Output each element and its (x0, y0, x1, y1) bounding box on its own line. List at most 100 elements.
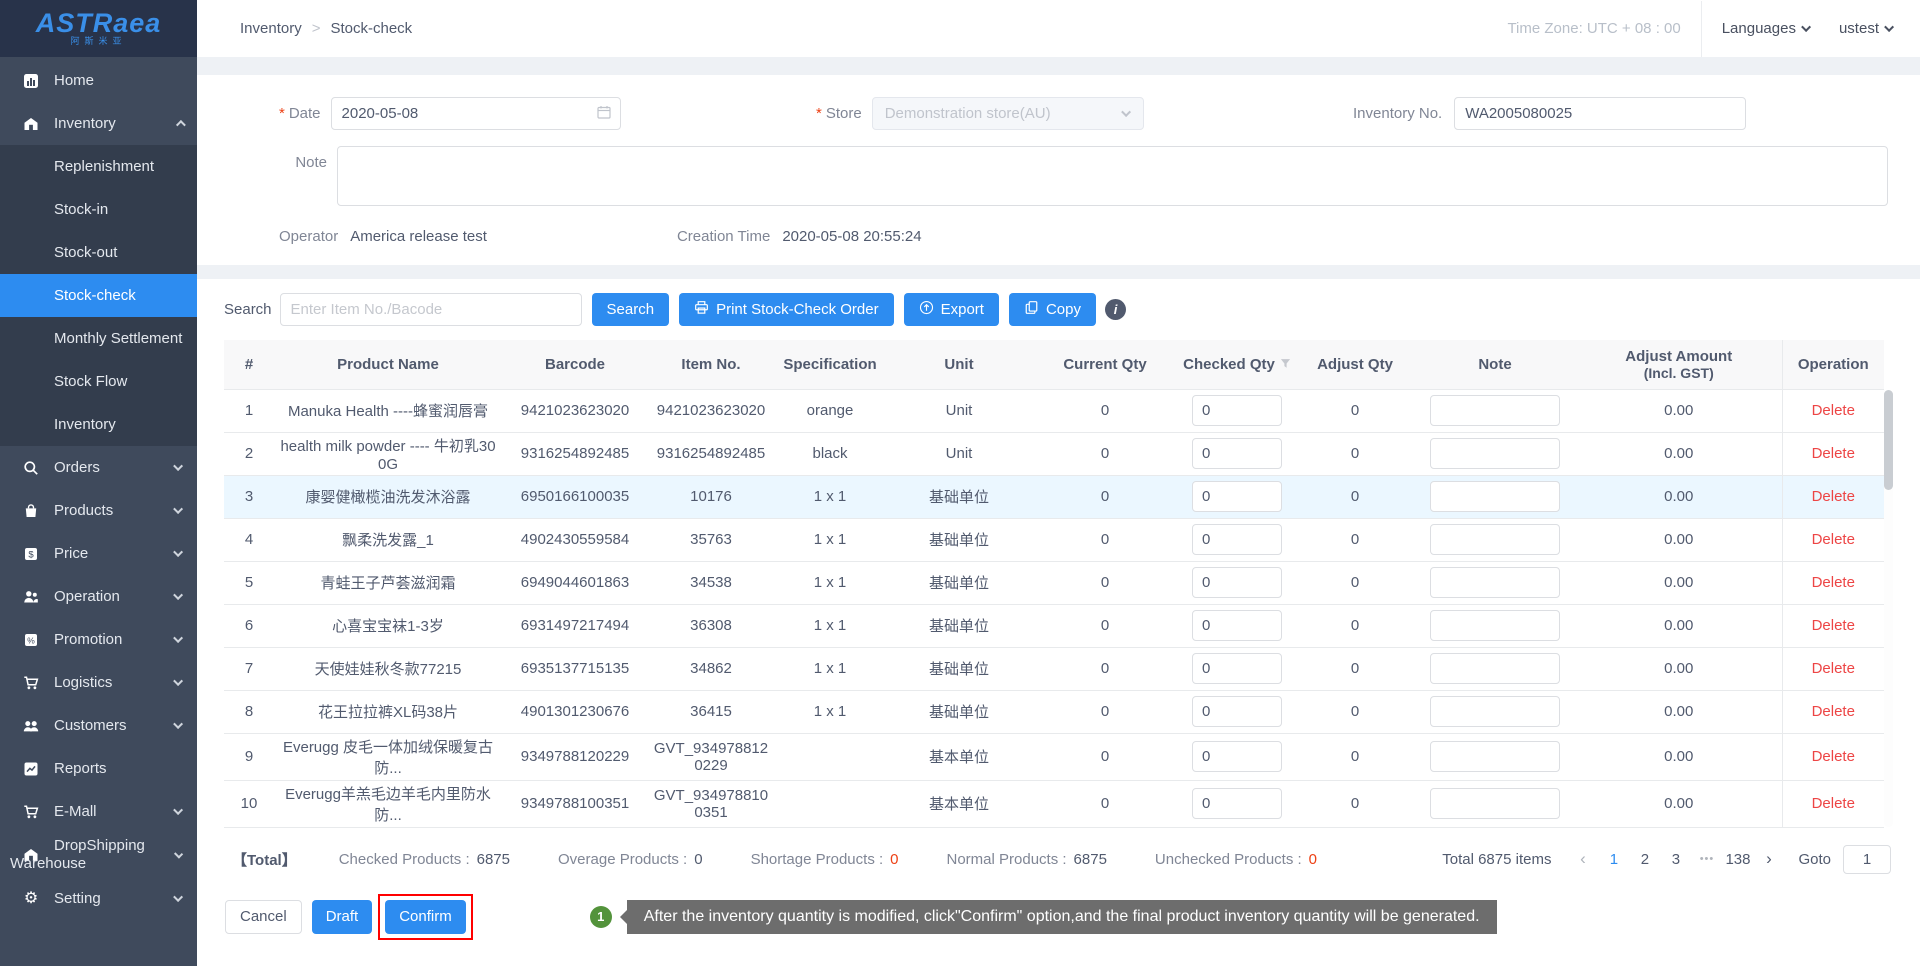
sidebar-item-label: E-Mall (10, 803, 97, 821)
draft-button[interactable]: Draft (312, 900, 373, 934)
row-note-input[interactable] (1430, 395, 1560, 426)
sidebar-item-inventory[interactable]: Inventory (0, 403, 197, 446)
sidebar-item-home[interactable]: Home (0, 59, 197, 102)
row-note-input[interactable] (1430, 788, 1560, 819)
goto-page-input[interactable] (1843, 845, 1891, 874)
prev-page-button[interactable]: ‹ (1569, 846, 1596, 873)
checked-qty-input[interactable] (1192, 653, 1282, 684)
delete-link[interactable]: Delete (1812, 617, 1855, 634)
row-note-input[interactable] (1430, 696, 1560, 727)
print-stock-check-order-button[interactable]: Print Stock-Check Order (679, 293, 894, 326)
brand-logo[interactable]: ASTRaea 阿斯米亚 (0, 0, 197, 57)
date-label: Date (289, 105, 321, 122)
search-button[interactable]: Search (592, 293, 670, 326)
row-note-input[interactable] (1430, 741, 1560, 772)
table-scrollbar-thumb[interactable] (1884, 390, 1893, 490)
delete-link[interactable]: Delete (1812, 748, 1855, 765)
column-header-adjust-qty: Adjust Qty (1296, 340, 1414, 389)
delete-link[interactable]: Delete (1812, 445, 1855, 462)
sidebar-item-stock-out[interactable]: Stock-out (0, 231, 197, 274)
calendar-icon[interactable] (597, 105, 611, 124)
cell-note (1414, 389, 1576, 432)
sidebar-item-stock-check[interactable]: Stock-check (0, 274, 197, 317)
user-menu[interactable]: ustest (1839, 20, 1894, 37)
checked-qty-input[interactable] (1192, 741, 1282, 772)
sidebar-item-stock-flow[interactable]: Stock Flow (0, 360, 197, 403)
sidebar-item-price[interactable]: $Price (0, 532, 197, 575)
inventory-no-input[interactable] (1454, 97, 1746, 130)
cancel-button[interactable]: Cancel (225, 900, 302, 934)
sidebar-item-replenishment[interactable]: Replenishment (0, 145, 197, 188)
search-input[interactable] (280, 293, 582, 326)
delete-link[interactable]: Delete (1812, 703, 1855, 720)
page-button-2[interactable]: 2 (1631, 846, 1658, 873)
row-note-input[interactable] (1430, 438, 1560, 469)
sidebar-item-label: Orders (10, 459, 100, 477)
delete-link[interactable]: Delete (1812, 402, 1855, 419)
sidebar-item-reports[interactable]: Reports (0, 747, 197, 790)
sidebar-item-dropshipping-warehouse[interactable]: DropShipping Warehouse (0, 833, 197, 877)
checked-qty-input[interactable] (1192, 696, 1282, 727)
confirm-button[interactable]: Confirm (385, 900, 466, 934)
filter-funnel-icon[interactable] (1280, 356, 1291, 373)
languages-label: Languages (1722, 20, 1796, 37)
sidebar-item-setting[interactable]: ⚙Setting (0, 877, 197, 920)
checked-qty-input[interactable] (1192, 524, 1282, 555)
sidebar-item-customers[interactable]: Customers (0, 704, 197, 747)
cell-note (1414, 733, 1576, 780)
checked-qty-input[interactable] (1192, 481, 1282, 512)
sidebar-item-inventory[interactable]: Inventory (0, 102, 197, 145)
breadcrumb-parent[interactable]: Inventory (240, 20, 302, 37)
sidebar-item-promotion[interactable]: %Promotion (0, 618, 197, 661)
row-note-input[interactable] (1430, 481, 1560, 512)
languages-menu[interactable]: Languages (1722, 20, 1811, 37)
delete-link[interactable]: Delete (1812, 531, 1855, 548)
column-header-checked-qty[interactable]: Checked Qty (1178, 340, 1296, 389)
cell-row-number: 6 (224, 604, 274, 647)
goto-label: Goto (1798, 851, 1831, 868)
info-icon[interactable]: i (1105, 299, 1126, 320)
checked-qty-input[interactable] (1192, 438, 1282, 469)
cell-row-number: 7 (224, 647, 274, 690)
sidebar-item-e-mall[interactable]: E-Mall (0, 790, 197, 833)
row-note-input[interactable] (1430, 653, 1560, 684)
sidebar-item-products[interactable]: Products (0, 489, 197, 532)
export-button[interactable]: Export (904, 293, 999, 326)
note-textarea[interactable] (337, 146, 1888, 206)
store-select[interactable]: Demonstration store(AU) (872, 97, 1144, 130)
sidebar-item-monthly-settlement[interactable]: Monthly Settlement (0, 317, 197, 360)
table-scrollbar[interactable] (1884, 390, 1893, 827)
search-label: Search (224, 301, 272, 318)
next-page-button[interactable]: › (1755, 846, 1782, 873)
checked-qty-input[interactable] (1192, 567, 1282, 598)
pagination-total: Total 6875 items (1442, 851, 1551, 868)
date-input[interactable] (331, 97, 621, 130)
row-note-input[interactable] (1430, 610, 1560, 641)
sidebar-item-logistics[interactable]: Logistics (0, 661, 197, 704)
brand-logo-subtext: 阿斯米亚 (70, 34, 126, 47)
page-button-3[interactable]: 3 (1662, 846, 1689, 873)
total-item-value: 0 (1309, 851, 1317, 868)
delete-link[interactable]: Delete (1812, 795, 1855, 812)
cell-adjust-qty: 0 (1296, 518, 1414, 561)
main-area: Inventory > Stock-check Time Zone: UTC +… (197, 0, 1920, 966)
cell-barcode: 6935137715135 (502, 647, 648, 690)
page-button-138[interactable]: 138 (1724, 846, 1751, 873)
sidebar-item-orders[interactable]: Orders (0, 446, 197, 489)
row-note-input[interactable] (1430, 567, 1560, 598)
cell-unit: 基础单位 (886, 475, 1032, 518)
sidebar-item-stock-in[interactable]: Stock-in (0, 188, 197, 231)
checked-qty-input[interactable] (1192, 395, 1282, 426)
cell-note (1414, 475, 1576, 518)
row-note-input[interactable] (1430, 524, 1560, 555)
sidebar-item-operation[interactable]: Operation (0, 575, 197, 618)
page-button-1[interactable]: 1 (1600, 846, 1627, 873)
page-ellipsis: ••• (1693, 846, 1720, 873)
delete-link[interactable]: Delete (1812, 488, 1855, 505)
delete-link[interactable]: Delete (1812, 660, 1855, 677)
checked-qty-input[interactable] (1192, 788, 1282, 819)
checked-qty-input[interactable] (1192, 610, 1282, 641)
delete-link[interactable]: Delete (1812, 574, 1855, 591)
cell-current-qty: 0 (1032, 561, 1178, 604)
copy-button[interactable]: Copy (1009, 293, 1096, 326)
